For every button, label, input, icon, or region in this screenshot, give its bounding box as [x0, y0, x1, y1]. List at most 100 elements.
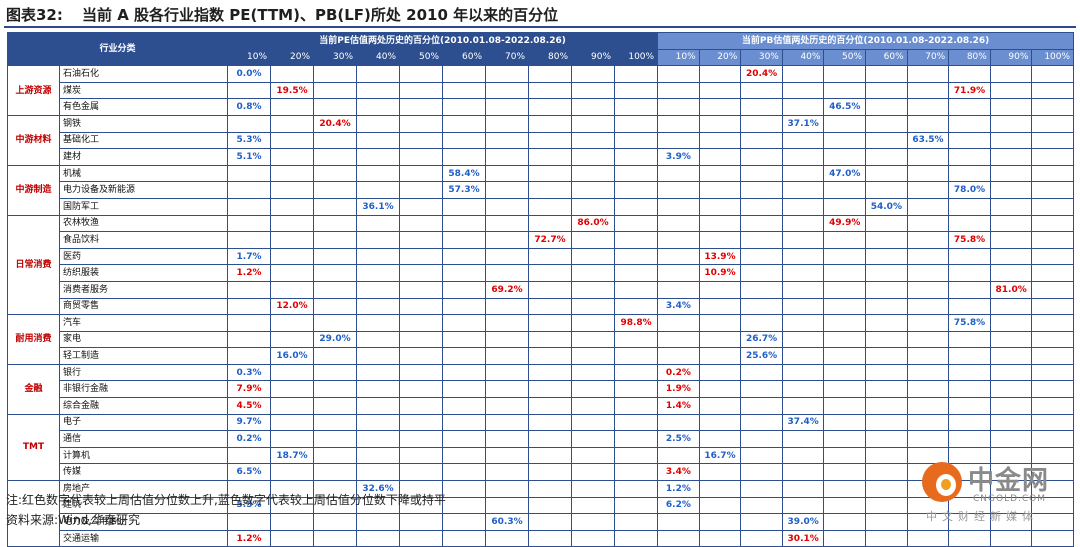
empty-cell [356, 214, 401, 233]
logo-emblem-icon [922, 462, 962, 502]
pe-header: 当前PE估值两处历史的百分位(2010.01.08-2022.08.26) [227, 32, 659, 50]
empty-cell [740, 480, 783, 498]
pb-value: 10.9% [698, 264, 742, 282]
empty-cell [614, 380, 659, 399]
empty-cell [781, 430, 825, 448]
empty-cell [270, 529, 315, 547]
empty-cell [948, 114, 991, 133]
empty-cell [485, 214, 530, 233]
empty-cell [399, 181, 444, 199]
empty-cell [948, 148, 991, 166]
empty-cell [571, 280, 616, 299]
empty-cell [528, 81, 573, 100]
table-row: 房地产 32.6% 1.2% [7, 480, 1075, 547]
empty-cell [989, 98, 1033, 116]
empty-cell [989, 197, 1033, 216]
empty-cell [571, 231, 616, 249]
footnote-legend: 注:红色数字代表较上周估值分位数上升,蓝色数字代表较上周估值分位数下降或持平 [6, 493, 446, 507]
empty-cell [528, 148, 573, 166]
pb-value: 3.4% [657, 297, 700, 316]
empty-cell [989, 397, 1033, 415]
empty-cell [781, 380, 825, 399]
empty-cell [356, 148, 401, 166]
empty-cell [865, 430, 908, 448]
pb-value: 1.4% [657, 397, 700, 415]
empty-cell [614, 131, 659, 150]
empty-cell [528, 413, 573, 432]
empty-cell [442, 496, 487, 515]
empty-cell [227, 114, 272, 133]
industry-name: 非银行金融 [58, 380, 229, 399]
empty-cell [740, 98, 783, 116]
empty-cell [781, 247, 825, 266]
empty-cell [740, 214, 783, 233]
empty-cell [823, 114, 867, 133]
empty-cell [614, 81, 659, 100]
empty-cell [698, 463, 742, 482]
empty-cell [356, 98, 401, 116]
empty-cell [989, 65, 1033, 83]
empty-cell [906, 98, 950, 116]
pe-value: 5.1% [227, 148, 272, 166]
empty-cell [356, 513, 401, 531]
empty-cell [657, 81, 700, 100]
empty-cell [399, 513, 444, 531]
empty-cell [948, 197, 991, 216]
empty-cell [356, 131, 401, 150]
empty-cell [1031, 280, 1075, 299]
empty-cell [571, 114, 616, 133]
empty-cell [614, 513, 659, 531]
pb-value: 13.9% [698, 247, 742, 266]
empty-cell [356, 430, 401, 448]
table-row: 轻工制造 16.0% 25.6% [8, 347, 1075, 365]
empty-cell [356, 164, 401, 183]
footnote-source: 资料来源:Wind,华泰研究 [6, 513, 141, 527]
empty-cell [781, 181, 825, 199]
empty-cell [865, 164, 908, 183]
empty-cell [740, 264, 783, 282]
empty-cell [865, 397, 908, 415]
empty-cell [571, 164, 616, 183]
empty-cell [528, 496, 573, 515]
pb-value: 26.7% [740, 330, 783, 349]
empty-cell [528, 280, 573, 299]
empty-cell [571, 247, 616, 266]
empty-cell [442, 114, 487, 133]
empty-cell [865, 314, 908, 332]
empty-cell [356, 231, 401, 249]
empty-cell [528, 247, 573, 266]
empty-cell [740, 280, 783, 299]
empty-cell [1031, 181, 1075, 199]
table-row: TMT 电子 9.7% 37.4% [7, 413, 1075, 482]
empty-cell [571, 446, 616, 465]
pb-value: 37.4% [781, 413, 825, 432]
empty-cell [781, 463, 825, 482]
empty-cell [781, 363, 825, 382]
empty-cell [865, 247, 908, 266]
pe-value: 98.8% [614, 314, 659, 332]
empty-cell [399, 197, 444, 216]
empty-cell [698, 98, 742, 116]
table-row: 基础化工 5.3% 63.5% [8, 131, 1075, 150]
empty-cell [571, 148, 616, 166]
empty-cell [442, 480, 487, 498]
pb-percentile-10: 100% [1031, 48, 1075, 67]
empty-cell [989, 114, 1033, 133]
empty-cell [781, 297, 825, 316]
empty-cell [657, 413, 700, 432]
table-row: 建筑 5.5% 6.2% [8, 496, 1075, 515]
empty-cell [657, 98, 700, 116]
empty-cell [1031, 81, 1075, 100]
empty-cell [698, 513, 742, 531]
pe-percentile-2: 20% [270, 48, 315, 67]
empty-cell [356, 463, 401, 482]
empty-cell [989, 380, 1033, 399]
empty-cell [399, 280, 444, 299]
empty-cell [1031, 380, 1075, 399]
empty-cell [485, 114, 530, 133]
empty-cell [989, 314, 1033, 332]
pb-value: 75.8% [948, 231, 991, 249]
empty-cell [823, 330, 867, 349]
empty-cell [528, 297, 573, 316]
pb-value: 47.0% [823, 164, 867, 183]
